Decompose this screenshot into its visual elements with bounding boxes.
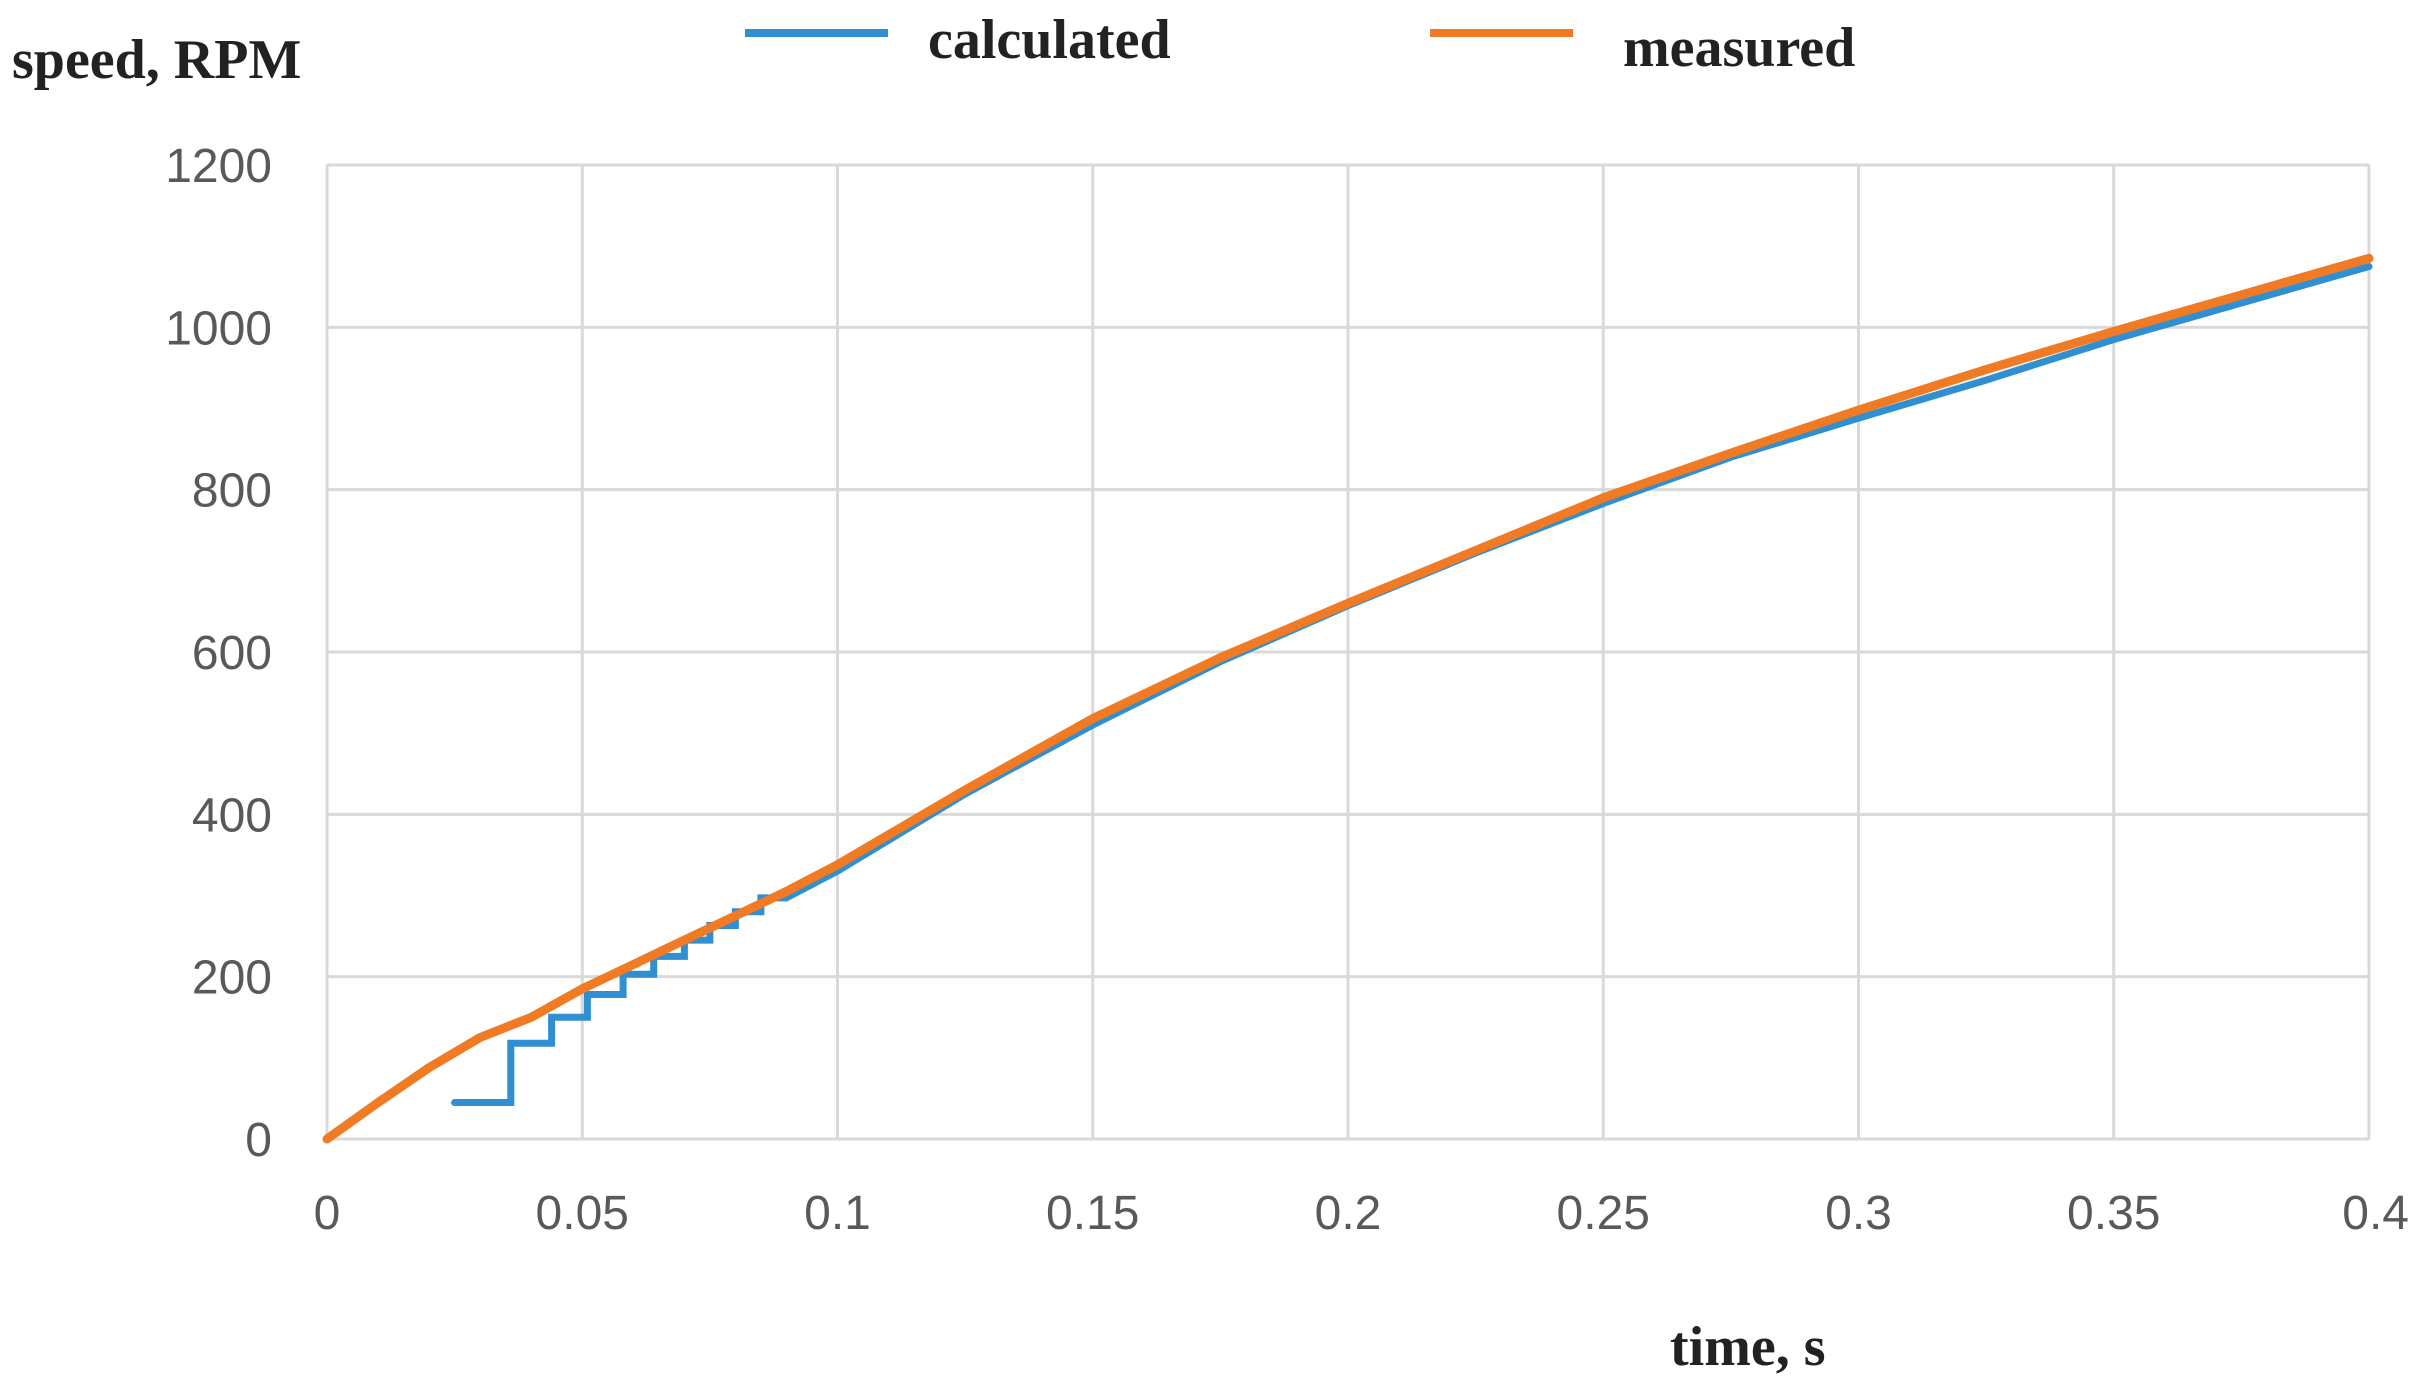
legend: calculated measured [745, 9, 1855, 79]
y-tick-label: 200 [192, 952, 272, 1005]
x-axis-label: time, s [1670, 1316, 1826, 1378]
y-tick-label: 1200 [165, 140, 272, 193]
series-lines [322, 253, 2374, 1144]
x-tick-label: 0 [314, 1187, 341, 1240]
grid-lines [325, 163, 2371, 1141]
legend-label-measured: measured [1623, 17, 1855, 79]
y-tick-label: 600 [192, 627, 272, 680]
y-tick-label: 1000 [165, 302, 272, 355]
y-tick-label: 0 [245, 1114, 272, 1167]
x-tick-label: 0.15 [1046, 1187, 1139, 1240]
series-line-measured [322, 253, 2374, 1144]
x-tick-label: 0.1 [804, 1187, 871, 1240]
x-tick-labels: 0 0.05 0.1 0.15 0.2 0.25 0.3 0.35 0.4 [314, 1187, 2409, 1240]
x-tick-label: 0.25 [1557, 1187, 1650, 1240]
x-tick-label: 0.4 [2342, 1187, 2409, 1240]
x-tick-label: 0.2 [1315, 1187, 1382, 1240]
y-axis-label: speed, RPM [12, 29, 301, 91]
legend-label-calculated: calculated [928, 9, 1171, 71]
y-tick-label: 400 [192, 789, 272, 842]
y-tick-labels: 0 200 400 600 800 1000 1200 [165, 140, 272, 1167]
x-tick-label: 0.05 [536, 1187, 629, 1240]
x-tick-label: 0.35 [2067, 1187, 2160, 1240]
y-tick-label: 800 [192, 465, 272, 518]
x-tick-label: 0.3 [1825, 1187, 1892, 1240]
